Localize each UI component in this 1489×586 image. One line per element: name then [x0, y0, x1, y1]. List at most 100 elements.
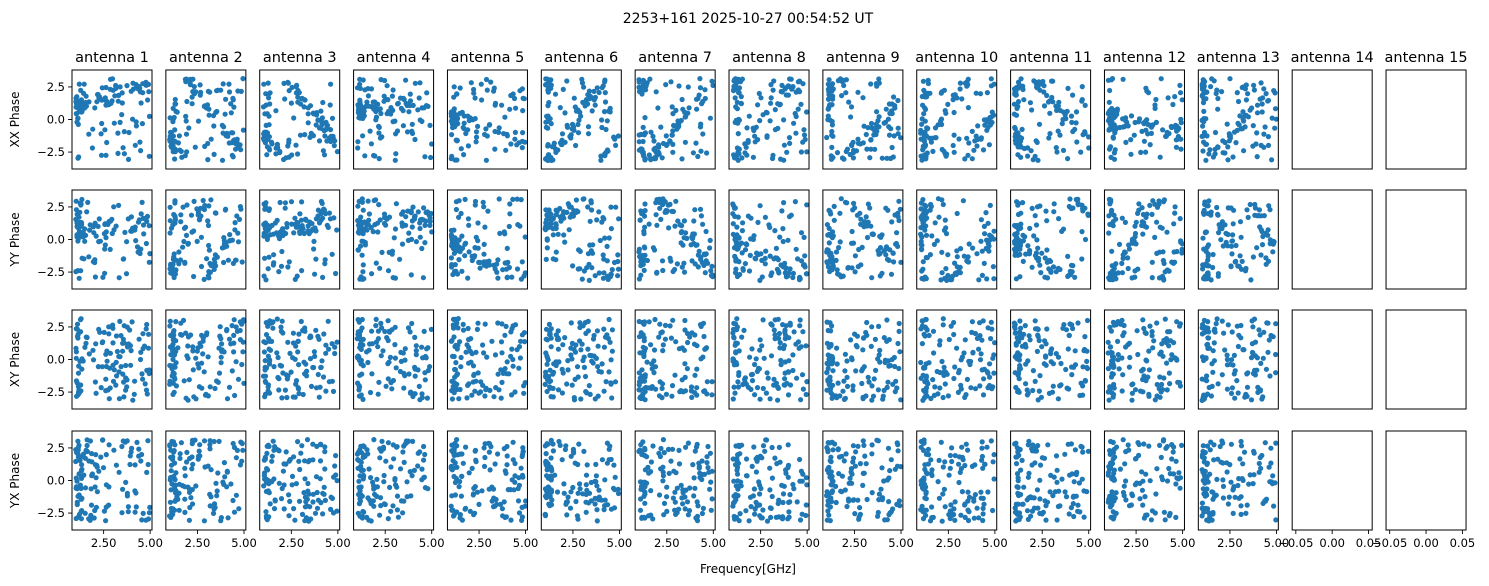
data-point [138, 349, 144, 355]
panel-antenna-1-xx-phase: −2.50.02.5XX Phase [8, 69, 153, 170]
data-point [113, 359, 119, 365]
data-point [132, 227, 138, 233]
data-point [127, 327, 133, 333]
data-point [110, 378, 117, 384]
data-point [132, 378, 138, 384]
axes-frame [916, 189, 998, 290]
column-title-antenna-4: antenna 4 [357, 50, 431, 66]
x-tick-label: 2.50 [185, 536, 211, 550]
axes-frame [259, 309, 341, 410]
panel-antenna-7-yx-phase: 2.50 5.00 [634, 430, 726, 550]
data-point [124, 344, 131, 350]
data-point [101, 329, 107, 335]
data-point [121, 256, 127, 262]
axes-frame [446, 69, 528, 170]
data-point [92, 379, 98, 385]
axes-frame [353, 189, 435, 290]
data-point [146, 223, 152, 229]
data-point [86, 254, 92, 260]
data-point [92, 274, 98, 280]
data-point [140, 331, 146, 337]
data-point [117, 318, 123, 324]
data-point [104, 358, 110, 364]
x-tick-label: 5.00 [607, 536, 633, 550]
data-point [119, 100, 125, 106]
data-point [103, 235, 109, 241]
axes-frame [165, 309, 247, 410]
data-point [83, 340, 89, 346]
axes-frame [353, 69, 435, 170]
panel-antenna-5-xy-phase [446, 309, 528, 410]
axes-frame [728, 189, 810, 290]
column-title-antenna-9: antenna 9 [826, 50, 900, 66]
axes-frame [259, 69, 341, 170]
axes-frame [353, 309, 435, 410]
data-point [116, 396, 122, 402]
data-point [77, 317, 84, 323]
x-tick-label: 2.50 [842, 536, 868, 550]
data-point [99, 85, 105, 91]
data-point [121, 151, 127, 157]
data-point [131, 391, 137, 397]
data-point [132, 142, 138, 148]
data-point [124, 384, 130, 390]
panel-antenna-7-yy-phase [634, 189, 716, 290]
data-point [76, 275, 82, 281]
data-point [100, 339, 106, 345]
y-tick-label: 0.0 [47, 474, 65, 488]
data-point [125, 156, 132, 162]
data-point [90, 126, 96, 132]
data-point [98, 152, 105, 158]
data-point [107, 365, 113, 371]
data-point [73, 198, 79, 204]
data-point [89, 145, 95, 151]
x-tick-label: 5.00 [794, 536, 820, 550]
data-point [117, 354, 123, 360]
data-point [124, 377, 130, 383]
data-point [107, 246, 113, 252]
data-point [118, 333, 124, 339]
axes-frame [728, 69, 810, 170]
data-point [93, 452, 99, 458]
panel-antenna-2-xy-phase [165, 309, 247, 410]
axes-frame [634, 189, 716, 290]
data-point [113, 382, 119, 388]
panel-grid: antenna 1−2.50.02.5XX Phase−2.50.02.5YY … [8, 50, 1475, 550]
data-point [108, 100, 114, 106]
axes-frame [916, 430, 998, 531]
data-point [107, 350, 113, 356]
data-point [116, 92, 122, 98]
panel-antenna-4-xx-phase [353, 69, 435, 170]
data-point [114, 373, 120, 379]
data-point [133, 119, 139, 125]
y-tick-label: 2.5 [47, 200, 65, 214]
y-tick-label: 0.0 [47, 353, 65, 367]
axes-frame [71, 189, 153, 290]
panel-antenna-8-xx-phase [728, 69, 810, 170]
data-point [130, 116, 136, 122]
data-point [139, 199, 145, 205]
data-point [140, 345, 146, 352]
data-point [80, 229, 86, 235]
axes-frame [634, 69, 716, 170]
data-point [93, 341, 99, 347]
data-point [120, 340, 126, 346]
data-point [78, 202, 84, 208]
axes-frame [634, 309, 716, 410]
x-tick-label: 2.50 [466, 536, 492, 550]
panel-antenna-2-yx-phase: 2.50 5.00 [165, 430, 257, 550]
axes-frame [71, 309, 153, 410]
axes-frame [71, 430, 153, 531]
panel-antenna-6-yy-phase [540, 189, 622, 290]
data-point [142, 381, 148, 387]
data-point [100, 274, 106, 280]
data-point [86, 131, 92, 137]
axes-frame [446, 430, 528, 531]
data-point [111, 120, 117, 126]
data-point [75, 384, 81, 390]
data-point [121, 129, 127, 135]
x-tick-label: 5.00 [137, 536, 163, 550]
data-point [146, 113, 153, 119]
axes-frame [165, 430, 247, 531]
x-tick-label: 2.50 [91, 536, 117, 550]
